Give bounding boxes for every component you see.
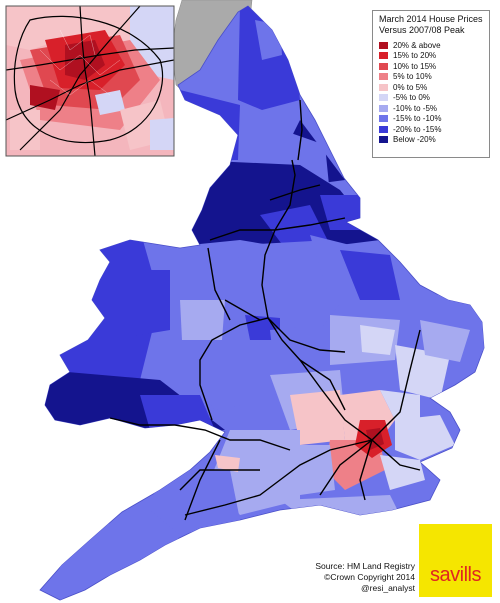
legend-title-line2: Versus 2007/08 Peak: [379, 25, 465, 35]
legend-title-line1: March 2014 House Prices: [379, 14, 483, 24]
legend-item: 10% to 15%: [379, 61, 484, 72]
source-credits: Source: HM Land Registry ©Crown Copyrigh…: [315, 561, 415, 594]
legend-item: -10% to -5%: [379, 103, 484, 114]
legend-label: 20% & above: [393, 40, 441, 50]
road-network: [109, 99, 421, 521]
legend-swatch: [379, 73, 388, 81]
legend-item: 0% to 5%: [379, 82, 484, 93]
legend-item: -15% to -10%: [379, 114, 484, 125]
copyright-line: ©Crown Copyright 2014: [324, 572, 415, 582]
legend-label: -15% to -10%: [393, 114, 442, 124]
inset-border: [5, 5, 175, 157]
legend-item: -5% to 0%: [379, 93, 484, 104]
legend-swatch: [379, 52, 388, 60]
legend-label: 0% to 5%: [393, 82, 428, 92]
twitter-handle: @resi_analyst: [361, 583, 415, 593]
legend-title: March 2014 House Prices Versus 2007/08 P…: [379, 14, 484, 36]
legend-rows: 20% & above 15% to 20% 10% to 15% 5% to 10%…: [379, 40, 484, 145]
london-inset: [6, 6, 174, 156]
legend-label: 15% to 20%: [393, 51, 437, 61]
legend-label: 10% to 15%: [393, 61, 437, 71]
legend: March 2014 House Prices Versus 2007/08 P…: [372, 10, 490, 158]
legend-swatch: [379, 83, 388, 91]
map-regions: [40, 6, 484, 600]
legend-swatch: [379, 136, 388, 144]
legend-label: -10% to -5%: [393, 103, 438, 113]
legend-item: 15% to 20%: [379, 51, 484, 62]
legend-label: -5% to 0%: [393, 93, 430, 103]
legend-swatch: [379, 94, 388, 102]
legend-label: -20% to -15%: [393, 124, 442, 134]
legend-item: 20% & above: [379, 40, 484, 51]
legend-swatch: [379, 115, 388, 123]
legend-label: 5% to 10%: [393, 72, 432, 82]
legend-item: -20% to -15%: [379, 124, 484, 135]
legend-label: Below -20%: [393, 135, 436, 145]
legend-item: Below -20%: [379, 135, 484, 146]
source-line: Source: HM Land Registry: [315, 561, 415, 571]
legend-item: 5% to 10%: [379, 72, 484, 83]
legend-swatch: [379, 104, 388, 112]
legend-swatch: [379, 41, 388, 49]
legend-swatch: [379, 62, 388, 70]
savills-logo: savills: [419, 524, 492, 597]
legend-swatch: [379, 125, 388, 133]
savills-logo-text: savills: [430, 564, 481, 586]
